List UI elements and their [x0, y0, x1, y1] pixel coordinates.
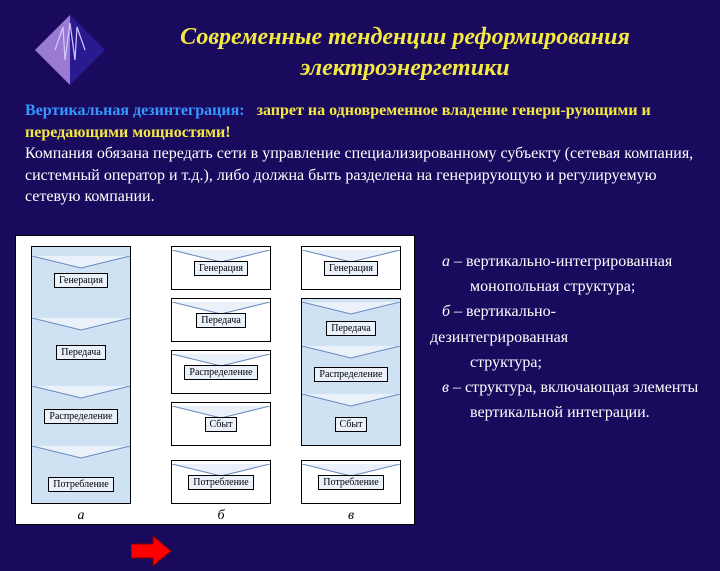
col-b-seg-4: Потребление [171, 460, 271, 504]
col-a-label: а [31, 508, 131, 524]
slide-title: Современные тенденции реформирования эле… [120, 22, 690, 84]
legend-b: б – вертикально- [430, 300, 700, 323]
legend-b-2: структура; [430, 351, 700, 374]
intro-body: Компания обязана передать сети в управле… [25, 145, 693, 205]
legend-a: а – вертикально-интегрированная [430, 250, 700, 273]
red-arrow-icon [131, 536, 171, 566]
logo-diamond [35, 15, 105, 85]
col-a-seg-2: Распределение [44, 409, 117, 424]
structure-diagram: Генерация Передача Распределение Потребл… [15, 235, 415, 525]
col-v-seg-2: Распределение [314, 367, 387, 382]
intro-lead: Вертикальная дезинтеграция: [25, 102, 245, 119]
col-b-label: б [171, 508, 271, 524]
column-v: Генерация Передача Распределение Сбыт По… [301, 246, 401, 502]
col-b-seg-0: Генерация [171, 246, 271, 290]
col-b-seg-2: Распределение [171, 350, 271, 394]
col-a-seg-0: Генерация [54, 273, 108, 288]
legend: а – вертикально-интегрированная монополь… [430, 250, 700, 426]
legend-v: в – структура, включающая элементы [430, 376, 700, 399]
col-v-seg-3: Сбыт [335, 417, 368, 432]
col-v-seg-0: Генерация [301, 246, 401, 290]
legend-a-2: монопольная структура; [430, 275, 700, 298]
intro-text: Вертикальная дезинтеграция: запрет на од… [25, 100, 695, 208]
column-a: Генерация Передача Распределение Потребл… [31, 246, 131, 502]
column-b: Генерация Передача Распределение Сбыт По… [171, 246, 271, 502]
col-b-seg-1: Передача [171, 298, 271, 342]
col-v-label: в [301, 508, 401, 524]
col-a-seg-3: Потребление [48, 477, 113, 492]
legend-v-2: вертикальной интеграции. [430, 401, 700, 424]
legend-b-2a: дезинтегрированная [430, 326, 700, 349]
col-b-seg-3: Сбыт [171, 402, 271, 446]
col-a-seg-1: Передача [56, 345, 106, 360]
col-v-seg-1: Передача [326, 321, 376, 336]
col-v-seg-4: Потребление [301, 460, 401, 504]
